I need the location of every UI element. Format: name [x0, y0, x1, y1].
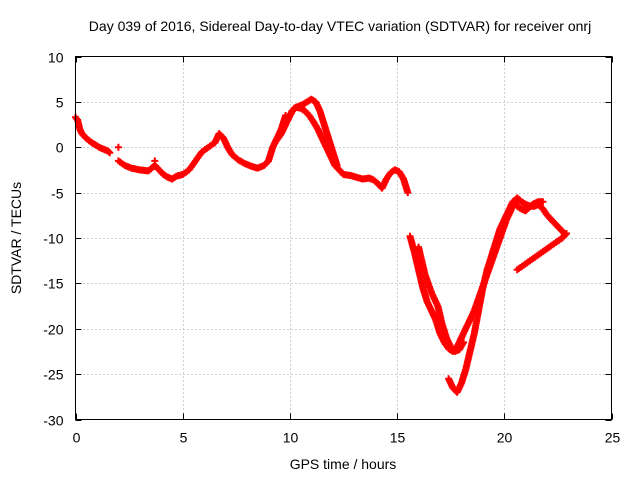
- series-late-branch: [513, 198, 547, 215]
- y-tick-label: -10: [43, 231, 63, 247]
- chart-title: Day 039 of 2016, Sidereal Day-to-day VTE…: [89, 18, 591, 34]
- y-tick-label: 0: [56, 140, 64, 156]
- x-tick-label: 20: [497, 430, 513, 446]
- y-tick-label: 5: [56, 95, 64, 111]
- series-high-loop-b: [284, 103, 347, 178]
- series-early-morning: [72, 113, 114, 157]
- y-tick-label: -30: [43, 413, 63, 429]
- y-tick-label: -20: [43, 322, 63, 338]
- grid-layer: [75, 56, 612, 420]
- axis-ticks: 0 5 10 15 20 25 10 5 0 -5 -10 -15 -20 -25 -30: [43, 50, 620, 446]
- series-pre-gap: [340, 166, 412, 197]
- y-axis-title: SDTVAR / TECUs: [8, 182, 24, 294]
- data-point: [561, 231, 569, 239]
- series-isolated-b: [151, 157, 159, 165]
- data-point: [106, 149, 114, 157]
- y-tick-label: -25: [43, 367, 63, 383]
- data-point: [404, 189, 412, 197]
- series-storm-drop-b: [415, 243, 468, 355]
- y-tick-label: 10: [48, 50, 64, 66]
- series-end-tail: [513, 230, 570, 274]
- data-points: [72, 95, 570, 396]
- series-shallow-recovery: [457, 196, 523, 342]
- data-point: [460, 338, 468, 346]
- data-point: [539, 198, 547, 206]
- data-point: [151, 157, 159, 165]
- x-tick-label: 0: [73, 430, 81, 446]
- y-tick-label: -15: [43, 276, 63, 292]
- data-point: [114, 143, 122, 151]
- data-point: [563, 230, 570, 237]
- x-axis-title: GPS time / hours: [290, 456, 397, 472]
- x-tick-label: 15: [390, 430, 406, 446]
- x-tick-label: 25: [605, 430, 621, 446]
- x-tick-label: 5: [180, 430, 188, 446]
- series-isolated-a: [114, 143, 122, 151]
- series-morning-dip: [114, 130, 272, 183]
- x-tick-label: 10: [283, 430, 299, 446]
- y-tick-label: -5: [51, 186, 64, 202]
